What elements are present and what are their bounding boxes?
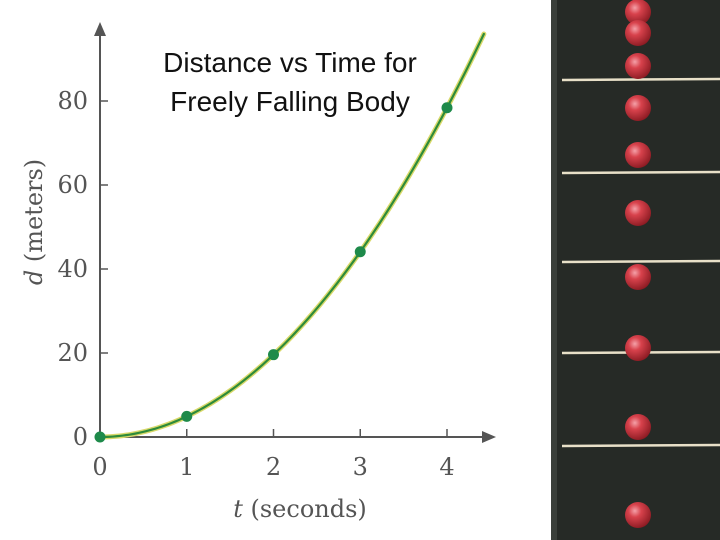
falling-ball xyxy=(625,335,651,361)
x-tick-label: 3 xyxy=(353,453,368,481)
data-point xyxy=(441,102,453,114)
ball-layer xyxy=(625,0,651,528)
x-tick-label: 0 xyxy=(92,453,107,481)
rule-layer xyxy=(561,77,720,448)
x-tick-label: 4 xyxy=(439,453,454,481)
y-axis-arrow xyxy=(94,22,106,36)
x-tick-label: 1 xyxy=(179,453,194,481)
data-point xyxy=(354,246,366,258)
point-layer xyxy=(94,102,453,443)
data-point xyxy=(94,431,106,443)
fall-curve xyxy=(98,32,485,439)
falling-ball xyxy=(625,95,651,121)
y-axis-label: d (meters) xyxy=(20,159,48,285)
ruler-line xyxy=(561,443,720,448)
falling-ball xyxy=(625,502,651,528)
falling-ball xyxy=(625,414,651,440)
falling-ball xyxy=(625,142,651,168)
falling-ball xyxy=(625,0,651,25)
x-axis-label: t (seconds) xyxy=(233,495,367,523)
data-point xyxy=(268,349,279,361)
ruler-line xyxy=(561,170,720,175)
data-point xyxy=(181,410,193,422)
chart-title-line-1: Distance vs Time for xyxy=(163,47,417,78)
falling-ball xyxy=(625,53,651,79)
strobe-photo xyxy=(551,0,720,540)
y-tick-label: 0 xyxy=(73,423,88,451)
ruler-line xyxy=(561,77,720,82)
y-tick-label: 20 xyxy=(57,339,88,367)
y-tick-label: 80 xyxy=(57,87,88,115)
falling-ball xyxy=(625,200,651,226)
curve-layer xyxy=(97,31,487,440)
x-tick-label: 2 xyxy=(266,453,281,481)
falling-ball xyxy=(625,264,651,290)
ruler-line xyxy=(561,259,720,264)
falling-ball xyxy=(625,20,651,46)
y-tick-label: 40 xyxy=(57,255,88,283)
photo-border xyxy=(551,0,557,540)
chart-title-line-2: Freely Falling Body xyxy=(170,86,410,117)
x-axis-arrow xyxy=(482,431,496,443)
axes xyxy=(94,22,496,443)
y-tick-label: 60 xyxy=(57,171,88,199)
